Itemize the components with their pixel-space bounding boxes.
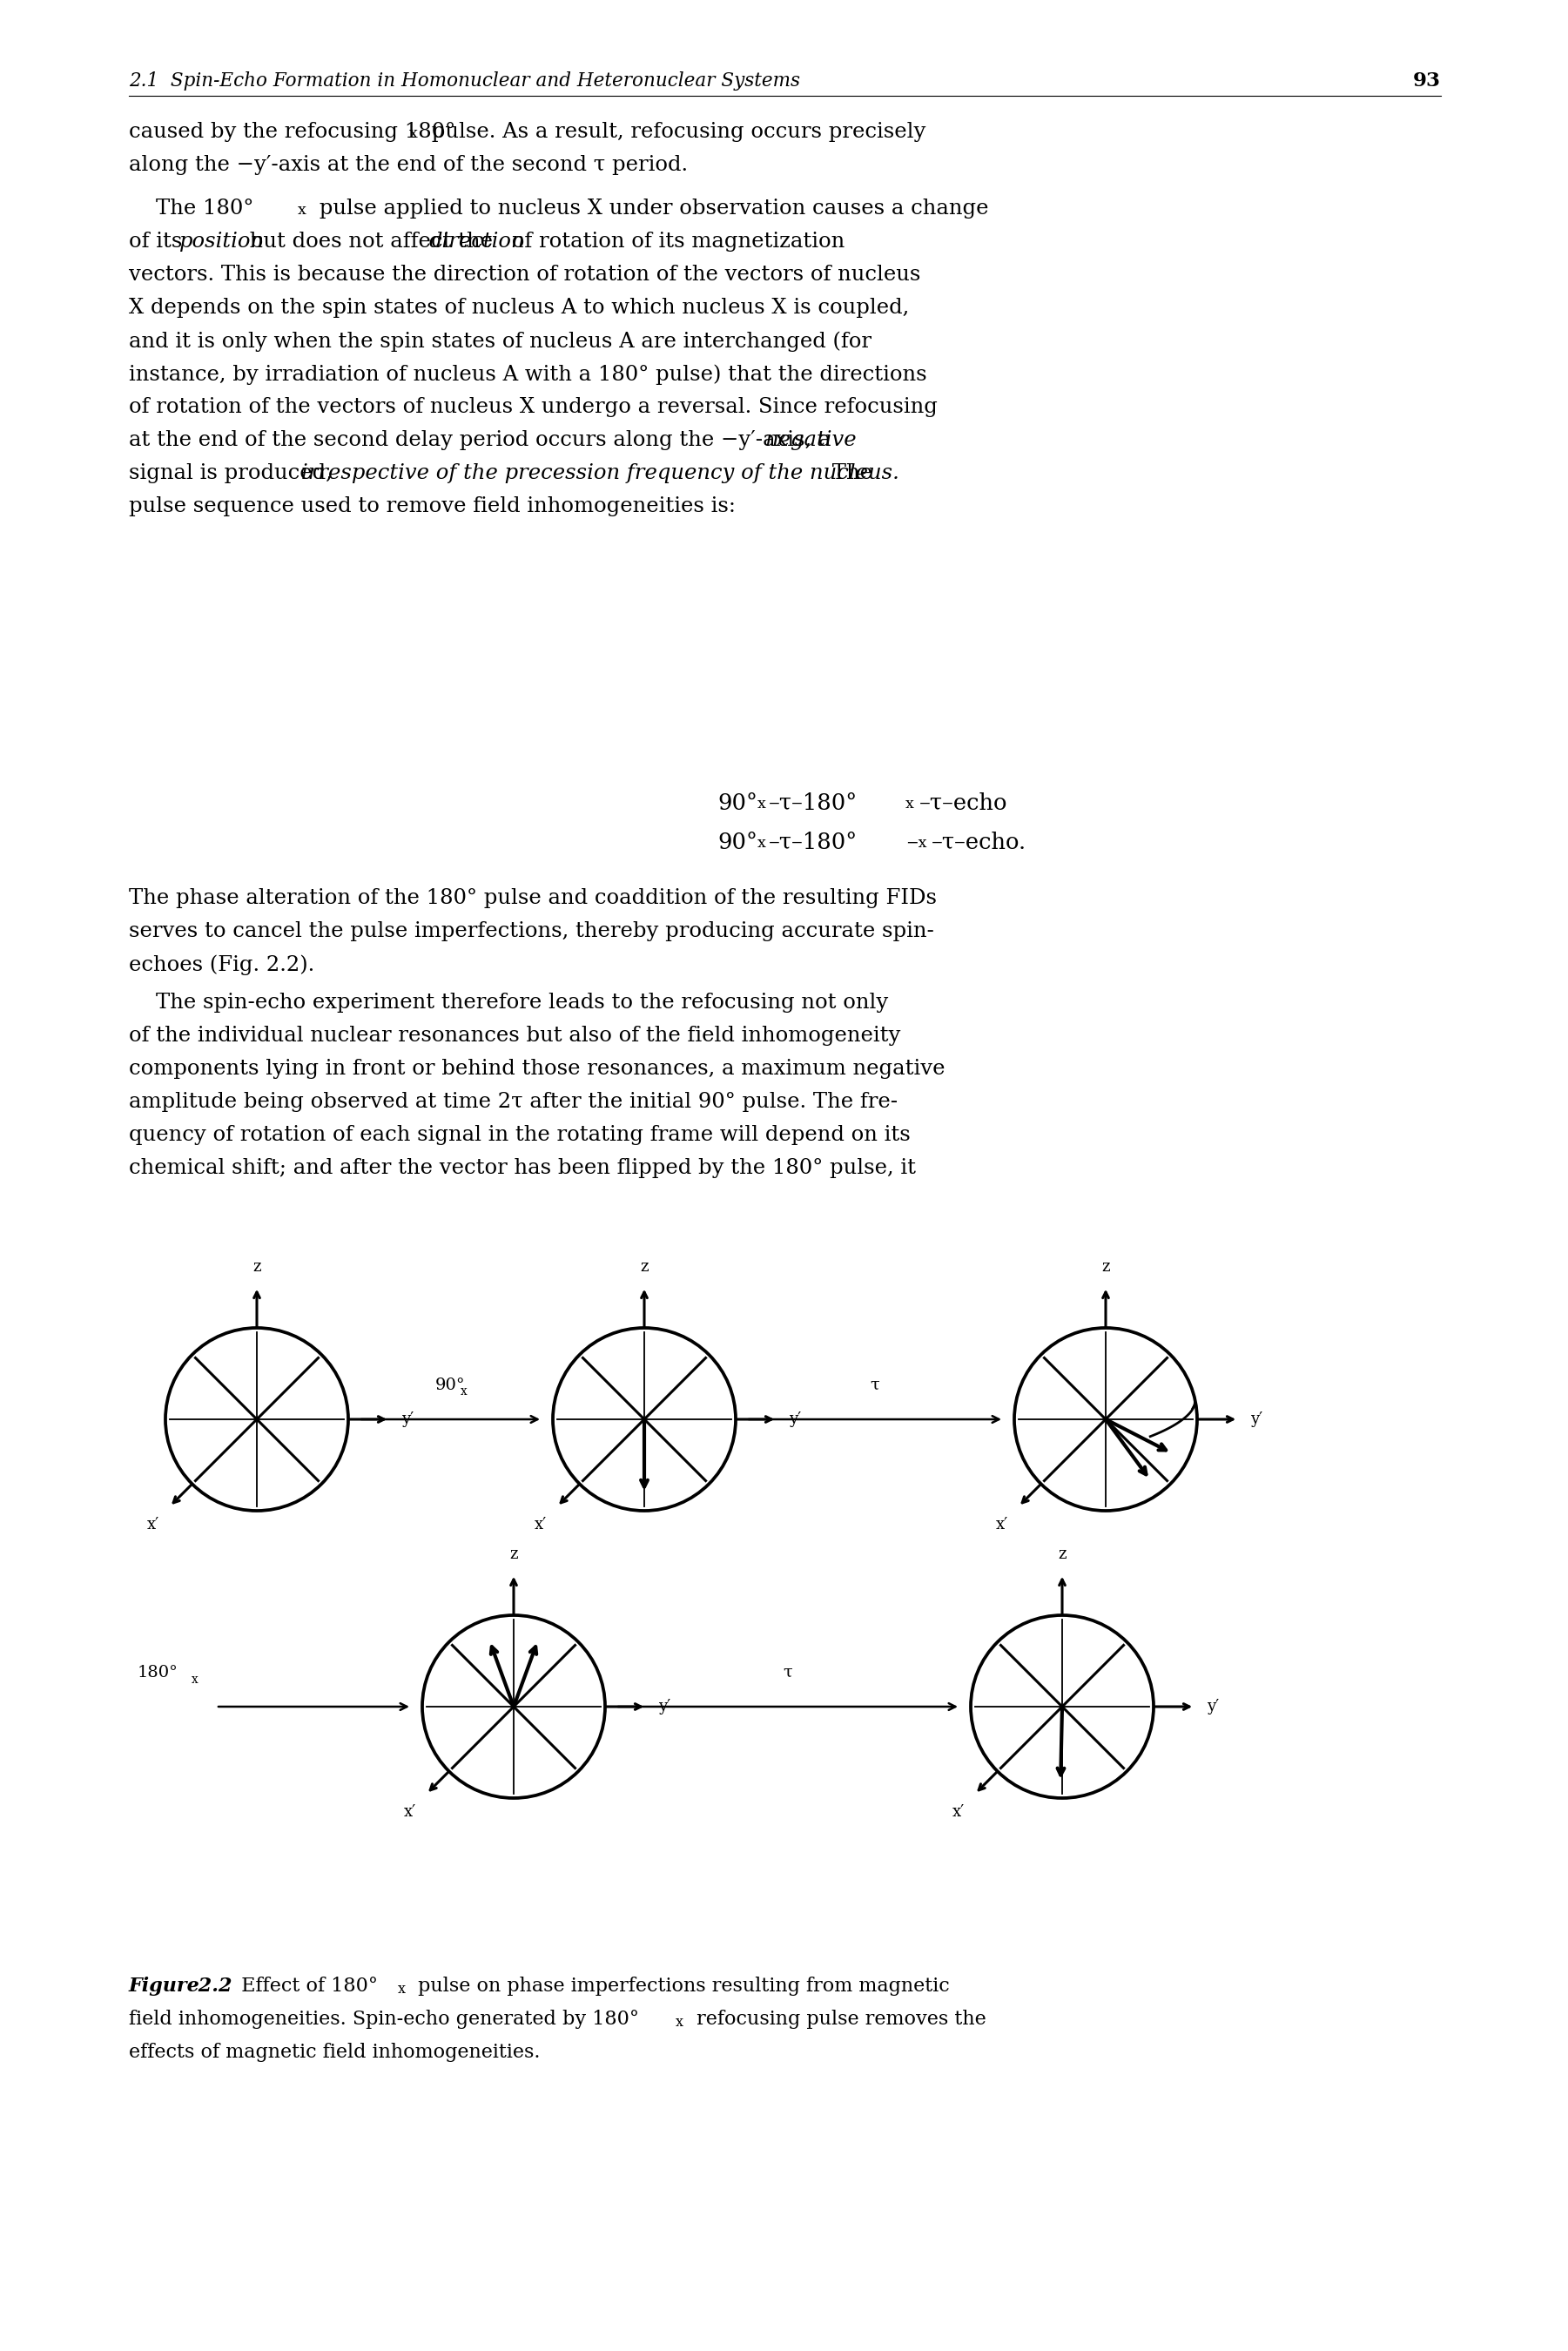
Text: x: x: [461, 1385, 467, 1396]
Text: 90°: 90°: [718, 832, 757, 853]
Text: –τ–echo: –τ–echo: [919, 792, 1008, 813]
Circle shape: [165, 1328, 348, 1512]
Text: field inhomogeneities. Spin-echo generated by 180°: field inhomogeneities. Spin-echo generat…: [129, 2010, 640, 2029]
Circle shape: [554, 1328, 735, 1512]
Text: x: x: [905, 797, 914, 811]
Text: −x: −x: [905, 837, 927, 851]
Text: x′: x′: [147, 1516, 158, 1533]
Text: of its: of its: [129, 233, 190, 252]
Text: Effect of 180°: Effect of 180°: [229, 1977, 378, 1996]
Text: of rotation of the vectors of nucleus X undergo a reversal. Since refocusing: of rotation of the vectors of nucleus X …: [129, 397, 938, 416]
Text: instance, by irradiation of nucleus A with a 180° pulse) that the directions: instance, by irradiation of nucleus A wi…: [129, 364, 927, 386]
Text: y′: y′: [1207, 1700, 1218, 1714]
Text: y′: y′: [659, 1700, 671, 1714]
Text: x: x: [298, 202, 306, 219]
Text: chemical shift; and after the vector has been flipped by the 180° pulse, it: chemical shift; and after the vector has…: [129, 1159, 916, 1178]
Text: x′: x′: [535, 1516, 547, 1533]
Text: vectors. This is because the direction of rotation of the vectors of nucleus: vectors. This is because the direction o…: [129, 266, 920, 284]
Text: 2.1  Spin-Echo Formation in Homonuclear and Heteronuclear Systems: 2.1 Spin-Echo Formation in Homonuclear a…: [129, 71, 800, 92]
Text: caused by the refocusing 180°: caused by the refocusing 180°: [129, 122, 455, 141]
Text: z: z: [1058, 1547, 1066, 1561]
Text: pulse. As a result, refocusing occurs precisely: pulse. As a result, refocusing occurs pr…: [425, 122, 925, 141]
Text: quency of rotation of each signal in the rotating frame will depend on its: quency of rotation of each signal in the…: [129, 1126, 911, 1145]
Text: y′: y′: [789, 1411, 801, 1427]
Text: irrespective of the precession frequency of the nucleus.: irrespective of the precession frequency…: [301, 463, 900, 484]
Text: 90°: 90°: [436, 1378, 466, 1394]
Text: z: z: [1102, 1260, 1110, 1274]
Text: pulse sequence used to remove field inhomogeneities is:: pulse sequence used to remove field inho…: [129, 496, 735, 517]
Text: serves to cancel the pulse imperfections, thereby producing accurate spin-: serves to cancel the pulse imperfections…: [129, 922, 935, 940]
Text: and it is only when the spin states of nucleus A are interchanged (for: and it is only when the spin states of n…: [129, 331, 872, 350]
Text: at the end of the second delay period occurs along the −y′-axis, a: at the end of the second delay period oc…: [129, 430, 837, 449]
Text: signal is produced,: signal is produced,: [129, 463, 339, 484]
Text: z: z: [252, 1260, 260, 1274]
Text: The: The: [825, 463, 872, 484]
Text: x: x: [757, 837, 767, 851]
Text: y′: y′: [401, 1411, 414, 1427]
Text: along the −y′-axis at the end of the second τ period.: along the −y′-axis at the end of the sec…: [129, 155, 688, 174]
Circle shape: [422, 1615, 605, 1799]
Text: x′: x′: [403, 1806, 416, 1820]
Text: x′: x′: [996, 1516, 1008, 1533]
Text: 180°: 180°: [138, 1665, 179, 1681]
Text: x′: x′: [952, 1806, 964, 1820]
Text: x: x: [191, 1674, 198, 1686]
Text: –τ–echo.: –τ–echo.: [931, 832, 1027, 853]
Text: position: position: [179, 233, 265, 252]
Text: direction: direction: [430, 233, 525, 252]
Text: pulse on phase imperfections resulting from magnetic: pulse on phase imperfections resulting f…: [412, 1977, 950, 1996]
Text: The phase alteration of the 180° pulse and coaddition of the resulting FIDs: The phase alteration of the 180° pulse a…: [129, 889, 936, 907]
Text: X depends on the spin states of nucleus A to which nucleus X is coupled,: X depends on the spin states of nucleus …: [129, 299, 909, 317]
Text: Figure: Figure: [129, 1977, 201, 1996]
Text: x: x: [398, 1982, 406, 1996]
Text: z: z: [640, 1260, 649, 1274]
Text: z: z: [510, 1547, 517, 1561]
Circle shape: [971, 1615, 1154, 1799]
Text: The spin-echo experiment therefore leads to the refocusing not only: The spin-echo experiment therefore leads…: [129, 992, 887, 1013]
Text: echoes (Fig. 2.2).: echoes (Fig. 2.2).: [129, 955, 315, 976]
Text: τ: τ: [870, 1378, 880, 1394]
Text: x: x: [409, 127, 417, 141]
Text: of the individual nuclear resonances but also of the field inhomogeneity: of the individual nuclear resonances but…: [129, 1025, 900, 1046]
Text: x: x: [757, 797, 767, 811]
Text: τ: τ: [784, 1665, 792, 1681]
Text: 2.2: 2.2: [191, 1977, 232, 1996]
Text: effects of magnetic field inhomogeneities.: effects of magnetic field inhomogeneitie…: [129, 2043, 541, 2062]
Text: components lying in front or behind those resonances, a maximum negative: components lying in front or behind thos…: [129, 1058, 946, 1079]
Text: refocusing pulse removes the: refocusing pulse removes the: [690, 2010, 986, 2029]
Text: 90°: 90°: [718, 792, 757, 813]
Text: amplitude being observed at time 2τ after the initial 90° pulse. The fre-: amplitude being observed at time 2τ afte…: [129, 1091, 898, 1112]
Text: –τ–180°: –τ–180°: [768, 832, 858, 853]
Text: y′: y′: [1250, 1411, 1262, 1427]
Text: but does not affect the: but does not affect the: [243, 233, 500, 252]
Text: The 180°: The 180°: [129, 197, 254, 219]
Text: of rotation of its magnetization: of rotation of its magnetization: [505, 233, 845, 252]
Text: –τ–180°: –τ–180°: [768, 792, 858, 813]
Text: x: x: [676, 2015, 684, 2029]
Circle shape: [1014, 1328, 1196, 1512]
Text: pulse applied to nucleus X under observation causes a change: pulse applied to nucleus X under observa…: [312, 197, 988, 219]
Text: 93: 93: [1413, 71, 1441, 92]
Text: negative: negative: [765, 430, 856, 449]
